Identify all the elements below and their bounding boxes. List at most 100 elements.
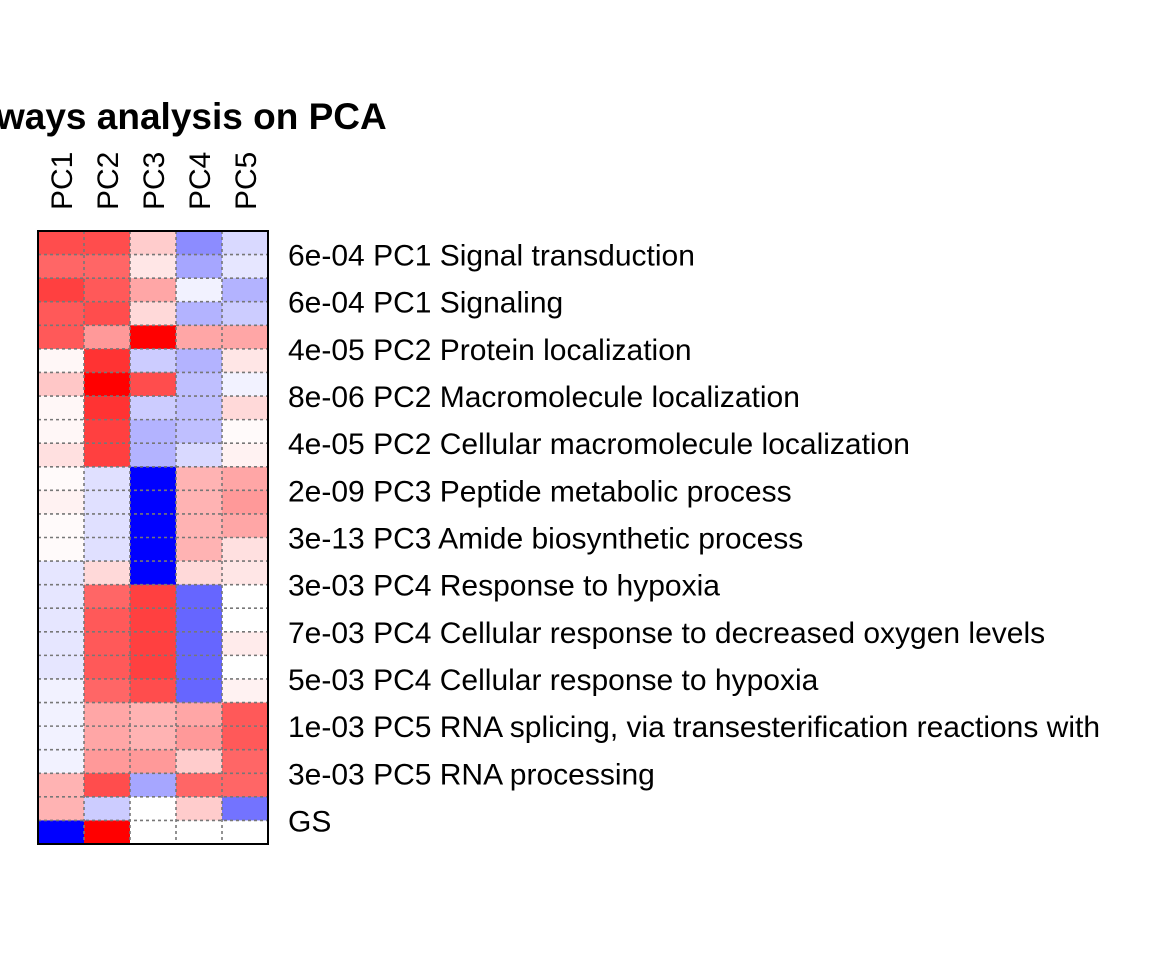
heatmap-cell xyxy=(130,773,177,798)
heatmap-cell xyxy=(222,726,269,750)
heatmap-cell xyxy=(84,608,131,633)
heatmap-cell xyxy=(38,726,85,750)
heatmap-cell xyxy=(130,749,177,774)
heatmap-cell xyxy=(84,773,131,798)
heatmap-cell xyxy=(84,537,131,562)
heatmap-cell xyxy=(130,702,177,727)
heatmap-cells xyxy=(38,231,269,845)
heatmap-cell xyxy=(84,631,131,656)
heatmap-cell xyxy=(130,655,177,680)
heatmap-cell xyxy=(222,254,269,279)
heatmap-cell xyxy=(176,749,223,774)
row-label: 3e-03 PC5 RNA processing xyxy=(288,758,655,791)
heatmap-cell xyxy=(222,773,269,798)
heatmap-cell xyxy=(130,254,177,279)
heatmap-cell xyxy=(38,513,85,538)
heatmap-cell xyxy=(130,584,177,609)
row-label: 3e-13 PC3 Amide biosynthetic process xyxy=(288,523,803,556)
row-label: 8e-06 PC2 Macromolecule localization xyxy=(288,381,800,414)
heatmap-cell xyxy=(222,513,269,538)
heatmap-cell xyxy=(38,278,85,303)
row-label: 6e-04 PC1 Signaling xyxy=(288,287,563,320)
row-label: 1e-03 PC5 RNA splicing, via transesterif… xyxy=(288,711,1100,744)
heatmap-cell xyxy=(176,301,223,326)
heatmap-cell xyxy=(84,254,131,279)
heatmap-cell xyxy=(222,584,269,609)
heatmap-cell xyxy=(176,678,223,703)
heatmap-cell xyxy=(38,396,85,420)
heatmap-cell xyxy=(222,443,269,468)
heatmap-cell xyxy=(176,537,223,562)
heatmap-cell xyxy=(38,773,85,798)
heatmap-cell xyxy=(38,584,85,609)
heatmap-cell xyxy=(130,325,177,350)
heatmap-cell xyxy=(222,419,269,444)
heatmap-cell xyxy=(84,561,131,585)
heatmap-cell xyxy=(38,419,85,444)
heatmap-cell xyxy=(176,231,223,255)
heatmap-cell xyxy=(222,231,269,255)
heatmap-cell xyxy=(222,678,269,703)
heatmap-cell xyxy=(176,726,223,750)
column-labels: PC1 PC2 PC3 PC4 PC5 xyxy=(46,152,263,210)
heatmap-border xyxy=(37,230,269,845)
heatmap-cell xyxy=(130,726,177,750)
heatmap-cell xyxy=(176,773,223,798)
heatmap-cell xyxy=(222,396,269,420)
heatmap-grid xyxy=(38,231,268,844)
heatmap-cell xyxy=(38,466,85,491)
heatmap-cell xyxy=(38,561,85,585)
heatmap-cell xyxy=(38,301,85,326)
heatmap-cell xyxy=(176,702,223,727)
heatmap-cell xyxy=(130,372,177,397)
heatmap-cell xyxy=(130,537,177,562)
heatmap-cell xyxy=(38,820,85,845)
heatmap-cell xyxy=(130,490,177,515)
heatmap-cell xyxy=(130,278,177,303)
heatmap-cell xyxy=(84,490,131,515)
column-label: PC3 xyxy=(138,152,171,210)
heatmap-cell xyxy=(176,396,223,420)
heatmap-cell xyxy=(130,796,177,821)
heatmap-cell xyxy=(176,655,223,680)
heatmap-cell xyxy=(84,820,131,845)
heatmap-cell xyxy=(38,231,85,255)
heatmap-cell xyxy=(84,278,131,303)
heatmap-cell xyxy=(176,631,223,656)
heatmap-cell xyxy=(84,513,131,538)
heatmap-cell xyxy=(222,537,269,562)
heatmap-cell xyxy=(222,325,269,350)
heatmap-cell xyxy=(38,796,85,821)
row-label: 5e-03 PC4 Cellular response to hypoxia xyxy=(288,664,819,697)
heatmap-cell xyxy=(84,584,131,609)
heatmap-cell xyxy=(176,278,223,303)
heatmap-cell xyxy=(222,466,269,491)
heatmap-cell xyxy=(130,443,177,468)
heatmap-cell xyxy=(130,466,177,491)
heatmap-cell xyxy=(84,301,131,326)
column-label: PC1 xyxy=(46,152,79,210)
heatmap-cell xyxy=(176,796,223,821)
heatmap-cell xyxy=(84,655,131,680)
heatmap-cell xyxy=(84,466,131,491)
heatmap-cell xyxy=(38,443,85,468)
heatmap-cell xyxy=(84,372,131,397)
row-label: 7e-03 PC4 Cellular response to decreased… xyxy=(288,617,1045,650)
heatmap-cell xyxy=(222,348,269,373)
heatmap-cell xyxy=(222,608,269,633)
row-label: 2e-09 PC3 Peptide metabolic process xyxy=(288,475,792,508)
heatmap-cell xyxy=(176,254,223,279)
heatmap-cell xyxy=(176,348,223,373)
chart-title: ways analysis on PCA xyxy=(0,96,387,137)
heatmap-cell xyxy=(84,702,131,727)
heatmap-cell xyxy=(38,348,85,373)
heatmap-cell xyxy=(38,490,85,515)
heatmap-cell xyxy=(84,678,131,703)
heatmap-cell xyxy=(84,325,131,350)
heatmap-cell xyxy=(130,231,177,255)
heatmap-cell xyxy=(38,678,85,703)
heatmap-cell xyxy=(130,513,177,538)
row-label: 3e-03 PC4 Response to hypoxia xyxy=(288,570,720,603)
heatmap-cell xyxy=(222,278,269,303)
heatmap-cell xyxy=(176,443,223,468)
